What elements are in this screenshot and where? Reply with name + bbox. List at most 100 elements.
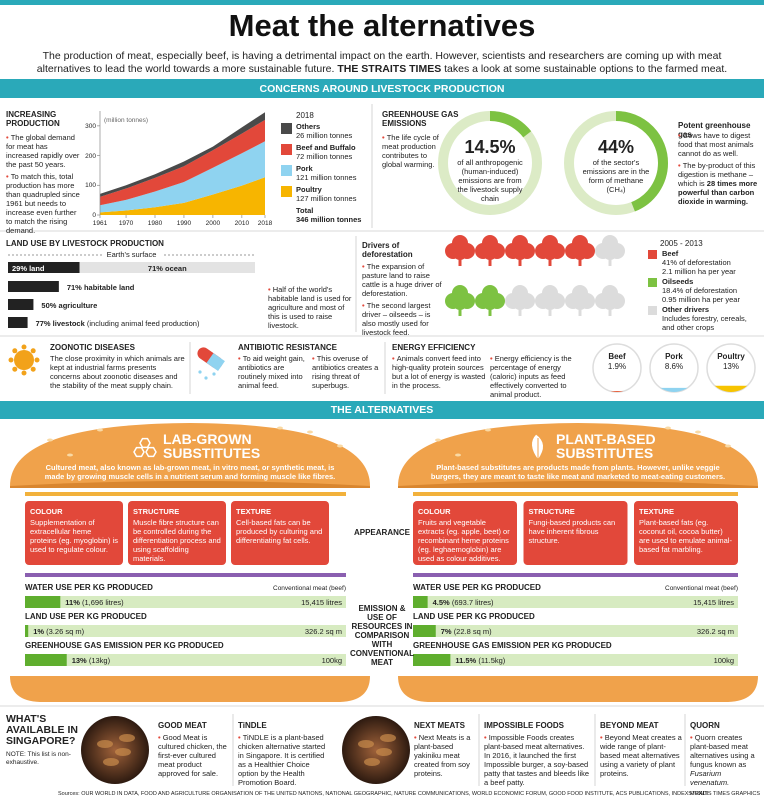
section-title: Drivers of deforestation	[362, 241, 413, 259]
spike	[12, 348, 18, 354]
section-title: ZOONOTIC DISEASES	[50, 343, 135, 352]
section-title: LAND USE BY LIVESTOCK PRODUCTION	[6, 239, 164, 248]
beef-value: 100kg	[321, 656, 342, 665]
tree-crown	[513, 296, 527, 310]
usage-label: 7% (22.8 sq m)	[441, 627, 492, 636]
intro-text: The production of meat, especially beef,…	[36, 50, 722, 75]
legend-name: Pork	[296, 164, 313, 173]
metric-title: GREENHOUSE GAS EMISSION PER KG PRODUCED	[25, 641, 224, 650]
usage-value: 13%	[71, 656, 87, 665]
brand-name: TiNDLE	[238, 721, 267, 730]
area	[100, 177, 265, 215]
photo-detail	[119, 734, 135, 742]
tree-group	[445, 235, 595, 266]
divider	[413, 573, 738, 577]
seed	[47, 438, 53, 442]
seed	[97, 428, 103, 432]
total-value: 346 million tonnes	[296, 215, 362, 224]
bar-label: 77% livestock (including animal feed pro…	[36, 319, 200, 328]
tree-crown	[483, 246, 497, 260]
usage-label: 11% (1,696 litres)	[65, 598, 123, 607]
energy-name: Poultry	[717, 352, 745, 361]
energy-label: 8.6%	[664, 362, 684, 371]
beef-bar	[413, 654, 738, 666]
legend-name: Beef	[662, 249, 679, 258]
bullet: Energy efficiency is the percentage of e…	[490, 354, 586, 399]
legend-swatch	[648, 278, 657, 287]
spike	[21, 370, 27, 376]
spike	[34, 357, 40, 363]
tree-crown	[483, 296, 497, 310]
y-tick-label: 100	[85, 182, 96, 190]
legend-detail: 0.95 million ha per year	[662, 295, 740, 304]
trait-title: TEXTURE	[236, 507, 272, 516]
bullet: Beyond Meat creates a wide range of plan…	[600, 733, 682, 778]
tree-crown	[453, 246, 467, 260]
trait-box	[128, 501, 226, 565]
seed	[435, 438, 441, 442]
trait-box	[523, 501, 628, 565]
beef-bar	[413, 625, 738, 637]
bar-label-text: 71% habitable land	[66, 283, 135, 292]
sources: Sources: OUR WORLD IN DATA, FOOD AND AGR…	[58, 791, 708, 797]
beef-bar	[25, 625, 346, 637]
usage-label: 11.5% (11.5kg)	[455, 656, 505, 665]
bun-shade	[398, 481, 758, 488]
section-title: ANTIBIOTIC RESISTANCE	[238, 343, 337, 352]
tree-crown	[543, 296, 557, 310]
brand-text: Next Meats is a plant-based yakiniku mea…	[414, 733, 471, 778]
legend-year: 2018	[296, 111, 314, 120]
divider	[25, 573, 346, 577]
trait-text: Muscle fibre structure can be controlled…	[133, 518, 221, 563]
usage-bar	[25, 596, 61, 608]
legend-swatch	[281, 165, 292, 176]
bullet-list: Cows have to digest food that most anima…	[678, 131, 760, 209]
legend-name: Others	[296, 122, 321, 131]
hex-icon	[145, 446, 157, 458]
seed	[665, 426, 671, 430]
intro-bold: THE STRAITS TIMES	[337, 63, 442, 75]
bun-bottom	[398, 676, 758, 702]
trait-title: STRUCTURE	[133, 507, 180, 516]
trait-text: Supplementation of extracellular heme pr…	[30, 518, 118, 554]
usage-value: 7%	[440, 627, 452, 636]
legend-detail: 18.4% of deforestation	[662, 286, 738, 295]
tree-crown	[603, 246, 617, 260]
brand-name: NEXT MEATS	[414, 721, 465, 730]
bullet: The global demand for meat has increased…	[6, 133, 80, 169]
intro-end: takes a look at some sustainable options…	[444, 63, 728, 75]
brand-text: Beyond Meat creates a wide range of plan…	[600, 733, 682, 778]
beef-value: 15,415 litres	[693, 598, 734, 607]
trait-title: STRUCTURE	[528, 507, 575, 516]
usage-detail: (13kg)	[88, 656, 111, 665]
energy-name: Pork	[665, 352, 683, 361]
dot	[198, 370, 202, 374]
bullet-text: The by-product of this digestion is meth…	[678, 161, 756, 188]
tree-crown	[573, 296, 587, 310]
credit: STRAITS TIMES GRAPHICS	[688, 791, 760, 797]
brand-italic: Fusarium venenatum.	[690, 769, 730, 787]
brand-text: Impossible Foods creates plant-based mea…	[484, 733, 590, 787]
hex-icon	[133, 446, 145, 458]
pill	[206, 353, 225, 371]
section-title: GREENHOUSE GAS EMISSIONS	[382, 110, 459, 128]
total-label: Total	[296, 206, 314, 215]
trait-title: TEXTURE	[639, 507, 675, 516]
area	[100, 119, 265, 206]
beef-value: 100kg	[713, 656, 734, 665]
brand-name: GOOD MEAT	[158, 721, 207, 730]
brand-text: Good Meat is cultured chicken, the first…	[158, 733, 227, 778]
bar-label: 50% agriculture	[41, 301, 97, 310]
bullet: Impossible Foods creates plant-based mea…	[484, 733, 592, 787]
bullet: To match this, total production has more…	[6, 172, 80, 235]
bar-note: (including animal feed production)	[86, 319, 200, 328]
conventional-label: Conventional meat (beef)	[273, 585, 346, 592]
seed	[485, 428, 491, 432]
bullet: The second largest driver – oilseeds – i…	[362, 301, 442, 337]
bullet: The expansion of pasture land to raise c…	[362, 262, 442, 298]
tree-group	[505, 235, 625, 316]
center-label: APPEARANCE	[353, 528, 410, 537]
divider	[25, 492, 346, 496]
spike	[8, 357, 14, 363]
